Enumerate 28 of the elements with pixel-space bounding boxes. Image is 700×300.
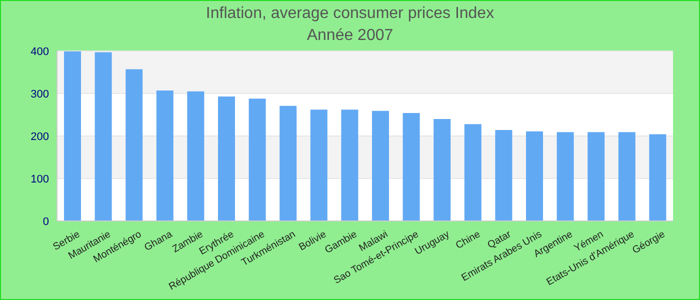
bar [649, 134, 666, 221]
bar [187, 91, 204, 221]
chart-subtitle: Année 2007 [306, 27, 394, 45]
bar [94, 52, 112, 221]
y-tick-label: 300 [30, 88, 49, 100]
bar [402, 113, 420, 221]
chart-title: Inflation, average consumer prices Index [204, 5, 496, 23]
bar [526, 131, 543, 221]
bar [310, 110, 328, 221]
y-tick-label: 100 [30, 173, 49, 186]
bar [64, 51, 81, 221]
bar [556, 132, 574, 221]
bar [372, 110, 389, 221]
bar [434, 119, 451, 221]
y-tick-label: 0 [42, 216, 49, 228]
bar [218, 96, 235, 221]
y-tick-label: 400 [30, 46, 49, 58]
bar [341, 110, 358, 221]
bar [126, 69, 143, 221]
bar [248, 98, 266, 221]
bar [588, 132, 605, 221]
bar [464, 124, 482, 221]
bar [495, 130, 512, 221]
bar [156, 90, 174, 221]
x-tick-label: Chine [454, 228, 483, 252]
y-tick-label: 200 [30, 130, 49, 143]
bar [618, 132, 636, 221]
bar [280, 106, 297, 221]
